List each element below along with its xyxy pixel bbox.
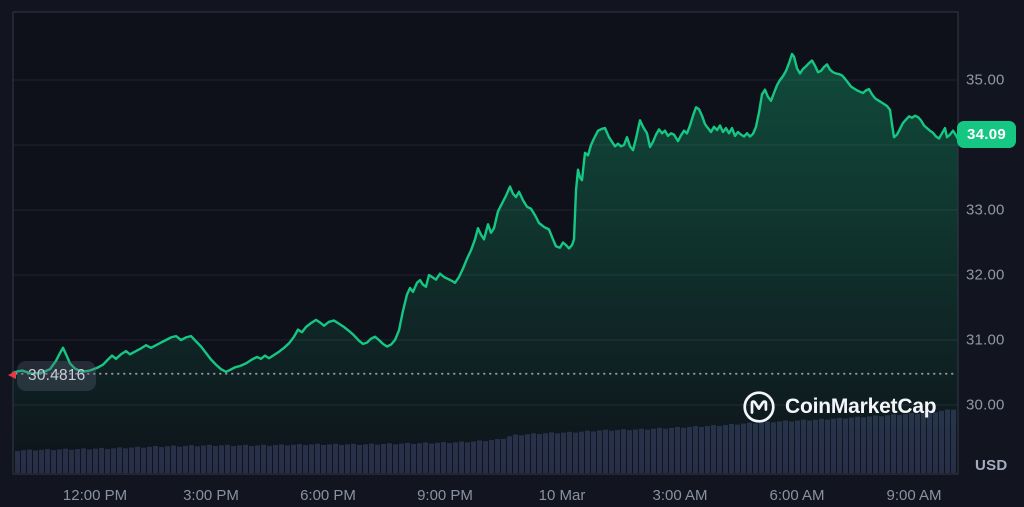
price-area-fill <box>13 54 958 474</box>
previous-close-marker-icon <box>8 371 16 379</box>
x-axis-tick-label: 12:00 PM <box>62 487 128 504</box>
y-axis-tick-label: 35.00 <box>966 71 1005 89</box>
x-axis-tick-label: 6:00 AM <box>769 487 825 504</box>
x-axis-tick-label: 9:00 AM <box>886 487 942 504</box>
x-axis-tick-label: 10 Mar <box>538 487 586 504</box>
x-axis-tick-label: 3:00 PM <box>183 487 239 504</box>
x-axis-tick-label: 6:00 PM <box>300 487 356 504</box>
current-price-badge: 34.09 <box>957 121 1017 148</box>
watermark: CoinMarketCap <box>742 390 937 424</box>
y-axis-tick-label: 31.00 <box>966 331 1005 349</box>
plot-border <box>12 11 959 475</box>
currency-unit-label: USD <box>975 457 1008 474</box>
x-axis-tick-label: 9:00 PM <box>417 487 473 504</box>
previous-close-label: 30.4816 <box>17 361 97 391</box>
coinmarketcap-logo-icon <box>743 391 775 423</box>
y-axis-tick-label: 33.00 <box>966 201 1005 219</box>
y-axis-tick-label: 32.00 <box>966 266 1005 284</box>
price-line <box>11 52 960 375</box>
x-axis-tick-label: 3:00 AM <box>652 487 708 504</box>
y-axis-tick-label: 30.00 <box>966 396 1005 414</box>
watermark-text: CoinMarketCap <box>785 395 937 418</box>
